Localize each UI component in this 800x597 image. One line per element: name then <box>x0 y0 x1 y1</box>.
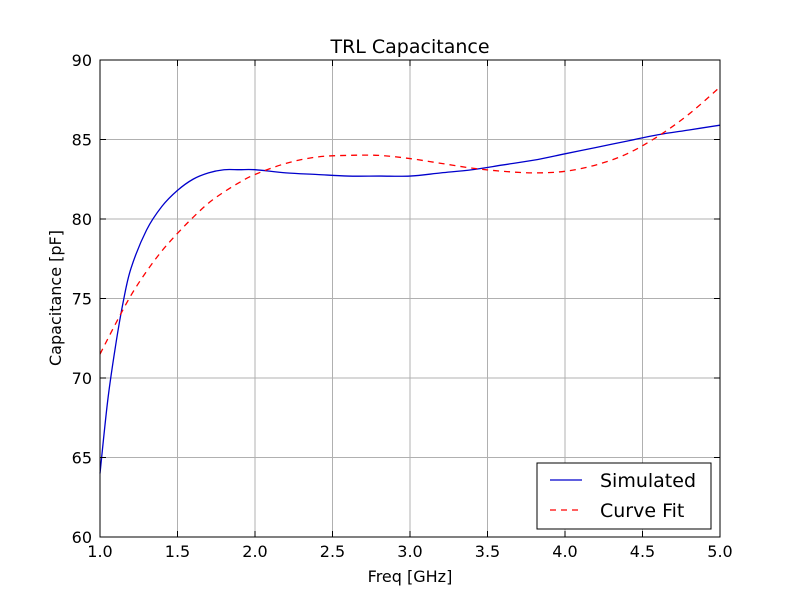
y-tick-label: 75 <box>72 290 92 309</box>
x-tick-label: 3.5 <box>475 542 500 561</box>
series-line-curve-fit <box>99 86 721 355</box>
x-tick-label: 5.0 <box>707 542 732 561</box>
y-tick-label: 85 <box>72 131 92 150</box>
x-tick-label: 3.0 <box>397 542 422 561</box>
legend-box <box>536 462 712 530</box>
x-tick-label: 4.5 <box>630 542 655 561</box>
y-tick-label: 65 <box>72 449 92 468</box>
y-tick-label: 70 <box>72 369 92 388</box>
ticks: 1.0 1.5 2.0 2.5 3.0 3.5 4.0 4.5 5.0 60 65 70 75 80 85 9… <box>72 51 733 561</box>
x-tick-label: 2.0 <box>242 542 267 561</box>
series-line-simulated <box>99 124 721 474</box>
legend-label-curve-fit: Curve Fit <box>600 500 684 522</box>
y-axis-label: Capacitance [pF] <box>46 230 65 366</box>
legend: Simulated Curve Fit <box>536 462 712 530</box>
x-tick-label: 1.5 <box>165 542 190 561</box>
series-group <box>99 86 721 474</box>
x-tick-label: 1.0 <box>87 542 112 561</box>
y-tick-label: 60 <box>72 528 92 547</box>
x-tick-label: 4.0 <box>552 542 577 561</box>
x-tick-label: 2.5 <box>320 542 345 561</box>
x-axis-label: Freq [GHz] <box>368 567 453 586</box>
y-tick-label: 90 <box>72 51 92 70</box>
chart-title: TRL Capacitance <box>329 36 489 58</box>
y-tick-label: 80 <box>72 210 92 229</box>
legend-label-simulated: Simulated <box>600 470 696 492</box>
